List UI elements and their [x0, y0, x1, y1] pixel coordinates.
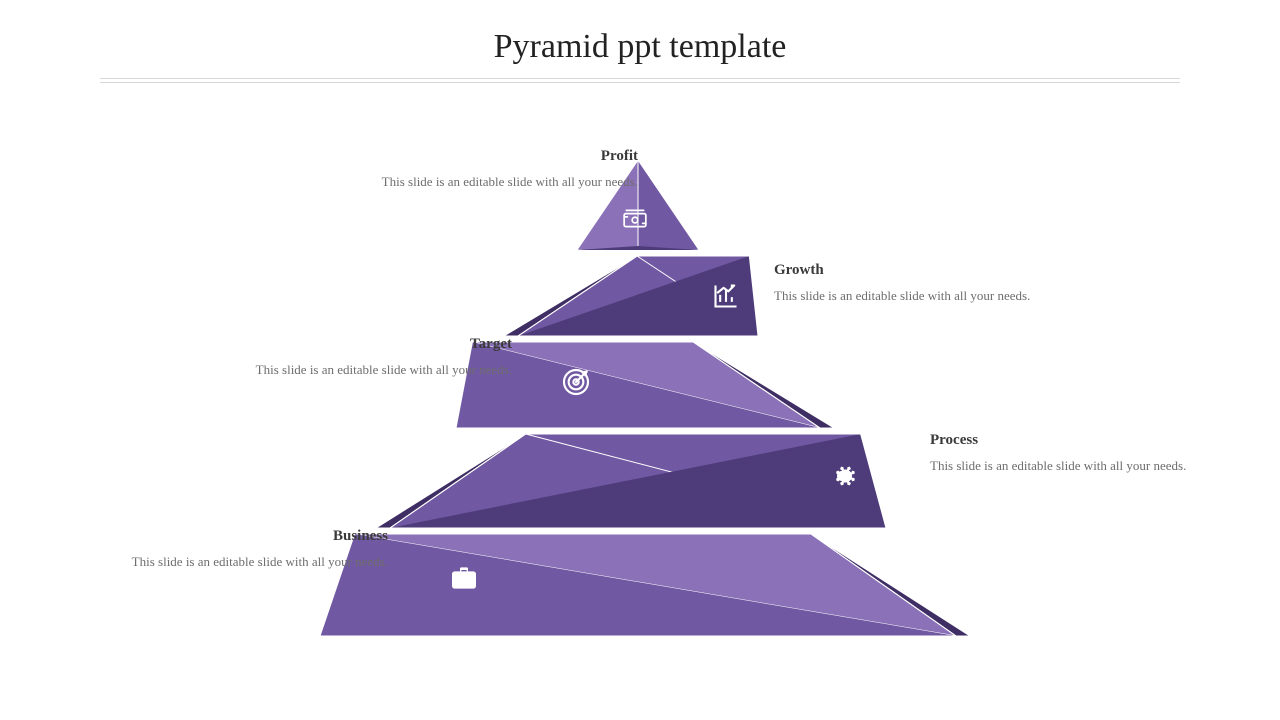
level-2-text: Growth This slide is an editable slide w… [774, 262, 1034, 306]
level-4-desc: This slide is an editable slide with all… [930, 457, 1190, 476]
level-3-heading: Target [252, 336, 512, 353]
level-1-desc: This slide is an editable slide with all… [378, 173, 638, 192]
level-5-desc: This slide is an editable slide with all… [128, 553, 388, 572]
gear-icon [826, 460, 858, 497]
level-1-heading: Profit [378, 148, 638, 165]
pyramid-graphic [0, 0, 1280, 720]
slide-canvas: Pyramid ppt template Profit This slide i… [0, 0, 1280, 720]
money-icon [622, 206, 648, 237]
level-3-text: Target This slide is an editable slide w… [252, 336, 512, 380]
level-5-text: Business This slide is an editable slide… [128, 528, 388, 572]
level-1-text: Profit This slide is an editable slide w… [378, 148, 638, 192]
level-5-heading: Business [128, 528, 388, 545]
level-3-desc: This slide is an editable slide with all… [252, 361, 512, 380]
chart-icon [712, 282, 740, 315]
target-icon [560, 366, 592, 403]
level-2-heading: Growth [774, 262, 1034, 279]
briefcase-icon [448, 562, 480, 599]
level-2-desc: This slide is an editable slide with all… [774, 287, 1034, 306]
level-4-heading: Process [930, 432, 1190, 449]
level-4-text: Process This slide is an editable slide … [930, 432, 1190, 476]
